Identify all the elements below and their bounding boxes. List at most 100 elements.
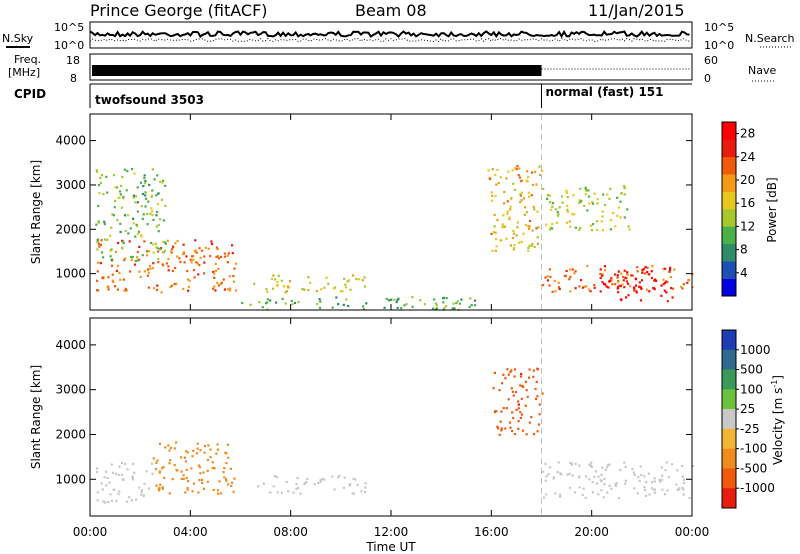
range-cell [173,283,176,286]
range-cell [636,266,639,269]
range-cell [531,242,534,246]
range-cell [603,483,606,486]
cpid-label: CPID [14,87,46,101]
range-cell [435,304,438,307]
colorbar-cell [722,330,736,351]
range-cell [114,472,118,475]
range-cell [136,201,139,204]
range-cell [468,305,471,309]
range-cell [512,232,515,235]
range-cell [590,461,593,464]
range-cell [444,305,448,308]
range-cell [106,191,109,194]
range-cell [209,448,212,451]
colorbar-cell [722,209,736,227]
date-title: 11/Jan/2015 [588,1,685,20]
range-cell [108,481,111,484]
velocity-panel: 1000 2000 3000 4000 Slant Range [km] [29,317,694,517]
range-cell [664,267,667,270]
range-cell [669,268,672,271]
noise-tick-right-bottom: 10^0 [704,39,734,52]
range-cell [192,449,195,452]
range-cell [517,407,520,410]
range-cell [307,288,310,292]
range-cell [201,481,204,484]
range-cell [507,398,510,401]
range-cell [581,286,585,289]
range-cell [184,491,187,494]
range-cell [596,220,599,223]
range-cell [566,473,569,476]
range-cell [200,249,204,252]
range-cell [596,202,599,205]
range-cell [136,250,139,254]
range-cell [502,407,505,410]
range-cell [262,482,265,485]
range-cell [363,276,366,279]
range-cell [626,271,629,274]
range-cell [109,234,112,237]
colorbar-tick-label: 4 [740,266,748,280]
range-cell [528,219,532,223]
y-tick-label: 2000 [55,222,86,236]
range-cell [671,287,675,290]
range-cell [128,270,132,273]
range-cell [185,476,188,480]
range-cell [167,257,170,261]
range-cell [553,279,556,282]
range-cell [124,287,127,290]
range-cell [588,202,591,205]
range-cell [152,251,155,254]
colorbar-tick-label: 16 [740,196,755,210]
range-cell [506,200,509,203]
range-cell [544,276,547,279]
range-cell [176,255,179,258]
range-cell [537,423,541,426]
range-cell [285,480,288,483]
range-cell [150,195,153,198]
range-cell [605,285,608,288]
range-cell [581,493,584,497]
range-cell [99,262,102,265]
range-cell [152,457,155,460]
range-cell [195,452,198,455]
range-cell [500,429,503,432]
range-cell [433,298,436,301]
range-cell [591,200,594,203]
range-cell [494,194,497,198]
range-cell [161,467,164,470]
range-cell [228,289,231,292]
power-ylabel: Slant Range [km] [29,160,43,264]
range-cell [124,229,127,232]
range-cell [196,442,199,445]
range-cell [162,219,165,222]
velocity-ylabel: Slant Range [km] [29,365,43,469]
range-cell [175,282,178,285]
range-cell [556,470,559,474]
range-cell [606,491,609,494]
range-cell [579,200,582,203]
range-cell [307,276,310,279]
range-cell [507,170,510,173]
range-cell [614,484,617,487]
range-cell [509,205,512,208]
range-cell [203,451,206,454]
range-cell [141,217,144,220]
range-cell [216,443,219,446]
range-cell [138,486,141,489]
range-cell [584,188,588,191]
range-cell [611,283,614,286]
range-cell [666,281,669,284]
range-cell [182,243,185,246]
range-cell [526,395,529,398]
range-cell [682,493,685,496]
colorbar-cell [722,139,736,158]
velocity-frame [89,317,693,517]
range-cell [456,300,459,303]
range-cell [648,493,651,496]
range-cell [496,425,499,428]
range-cell [403,304,406,307]
range-cell [500,410,503,413]
range-cell [525,211,529,214]
range-cell [519,411,522,414]
